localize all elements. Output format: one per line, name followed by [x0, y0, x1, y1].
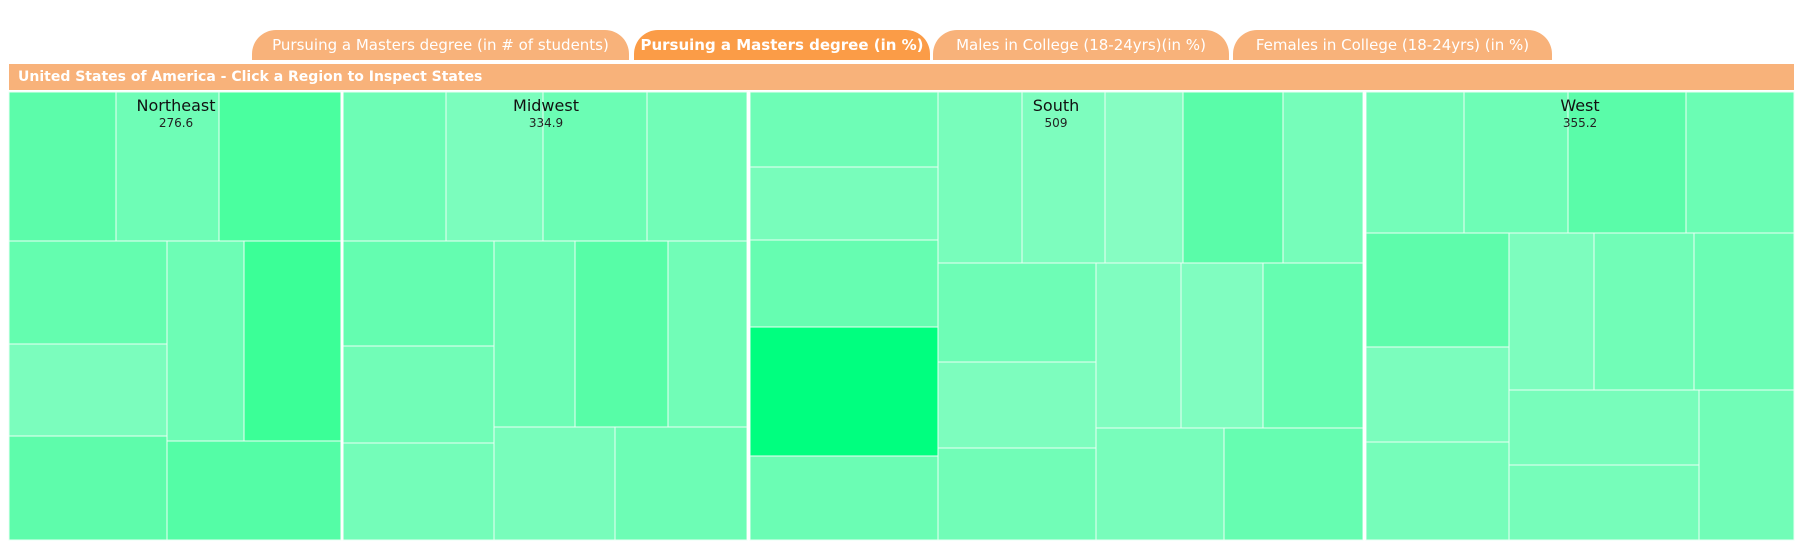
region-name-label: West — [1560, 96, 1599, 115]
treemap-cell[interactable] — [1593, 232, 1695, 391]
treemap-cell[interactable] — [749, 166, 939, 241]
tab-females-in-college[interactable]: Females in College (18-24yrs) (in %) — [1233, 30, 1552, 60]
treemap-cell[interactable] — [749, 455, 939, 541]
treemap-cell[interactable] — [445, 91, 544, 242]
treemap-cell[interactable] — [614, 426, 748, 541]
treemap-cell[interactable] — [1693, 232, 1795, 391]
treemap-cell[interactable] — [8, 435, 168, 541]
treemap-cell[interactable] — [1021, 91, 1106, 264]
region-south[interactable] — [749, 91, 1364, 541]
treemap-cell[interactable] — [749, 326, 939, 457]
region-name-label: Northeast — [136, 96, 215, 115]
treemap-cell[interactable] — [1095, 427, 1225, 541]
treemap-cell[interactable] — [542, 91, 648, 242]
treemap-title-bar[interactable]: United States of America - Click a Regio… — [9, 64, 1794, 90]
tab-masters-count[interactable]: Pursuing a Masters degree (in # of stude… — [252, 30, 629, 60]
treemap-cell[interactable] — [749, 239, 939, 328]
region-northeast[interactable] — [8, 91, 342, 541]
treemap-cell[interactable] — [646, 91, 748, 242]
treemap-cell[interactable] — [937, 361, 1097, 449]
treemap-cell[interactable] — [574, 240, 669, 428]
treemap-cell[interactable] — [1262, 262, 1364, 429]
treemap-cell[interactable] — [1365, 441, 1510, 541]
treemap-cell[interactable] — [243, 240, 342, 442]
treemap-cell[interactable] — [1698, 389, 1795, 541]
treemap-cell[interactable] — [1685, 91, 1795, 234]
region-value-label: 509 — [1045, 116, 1068, 130]
treemap-cells — [8, 91, 1795, 541]
treemap-cell[interactable] — [493, 240, 576, 428]
treemap-cell[interactable] — [1223, 427, 1364, 541]
tab-bar: Pursuing a Masters degree (in # of stude… — [0, 0, 1806, 62]
treemap-cell[interactable] — [166, 240, 245, 442]
treemap-cell[interactable] — [1104, 91, 1184, 264]
treemap-cell[interactable] — [1365, 346, 1510, 443]
treemap-cell[interactable] — [342, 91, 447, 242]
treemap-cell[interactable] — [166, 440, 342, 541]
treemap-cell[interactable] — [1508, 232, 1595, 391]
treemap-cell[interactable] — [1180, 262, 1264, 429]
region-name-label: Midwest — [513, 96, 579, 115]
region-value-label: 276.6 — [159, 116, 193, 130]
treemap-cell[interactable] — [667, 240, 748, 428]
treemap-cell[interactable] — [749, 91, 939, 168]
region-value-label: 355.2 — [1563, 116, 1597, 130]
treemap-cell[interactable] — [1095, 262, 1182, 429]
region-west[interactable] — [1365, 91, 1795, 541]
treemap-cell[interactable] — [937, 447, 1097, 541]
treemap-cell[interactable] — [493, 426, 616, 541]
treemap-cell[interactable] — [1463, 91, 1569, 234]
tab-masters-percent[interactable]: Pursuing a Masters degree (in %) — [634, 30, 930, 60]
treemap-cell[interactable] — [342, 345, 495, 444]
region-name-label: South — [1033, 96, 1080, 115]
treemap-cell[interactable] — [1365, 232, 1510, 348]
treemap-cell[interactable] — [115, 91, 220, 242]
treemap-cell[interactable] — [8, 240, 168, 345]
treemap-cell[interactable] — [1508, 464, 1700, 541]
treemap-cell[interactable] — [342, 240, 495, 347]
treemap-cell[interactable] — [937, 262, 1097, 363]
treemap-cell[interactable] — [1508, 389, 1700, 466]
region-value-label: 334.9 — [529, 116, 563, 130]
treemap-cell[interactable] — [8, 343, 168, 437]
treemap-cell[interactable] — [218, 91, 342, 242]
treemap-cell[interactable] — [937, 91, 1023, 264]
tab-males-in-college[interactable]: Males in College (18-24yrs)(in %) — [933, 30, 1229, 60]
region-midwest[interactable] — [342, 91, 748, 541]
treemap-cell[interactable] — [1282, 91, 1364, 264]
treemap-cell[interactable] — [1182, 91, 1284, 264]
treemap-cell[interactable] — [8, 91, 117, 242]
treemap-cell[interactable] — [342, 442, 495, 541]
treemap-cell[interactable] — [1365, 91, 1465, 234]
